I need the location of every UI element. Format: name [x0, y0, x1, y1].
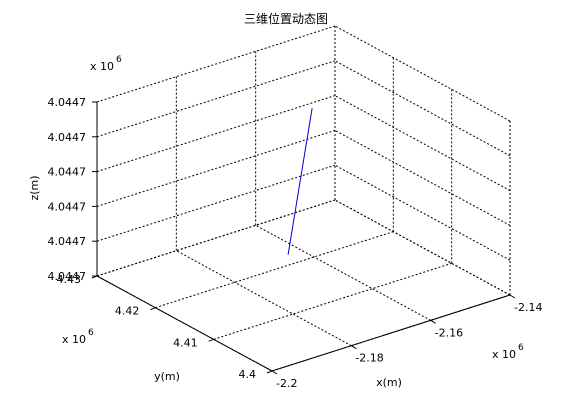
svg-text:x 10: x 10	[62, 333, 86, 346]
y-axis-line	[96, 275, 273, 372]
series-layer	[287, 108, 313, 255]
svg-text:6: 6	[518, 343, 524, 353]
y-exponent-label: x 10 6	[62, 328, 94, 346]
grid-line	[96, 199, 336, 277]
x-tick-label: -2.16	[435, 326, 463, 339]
z-exponent-label: x 10 6	[90, 55, 122, 73]
z-tick-label: 4.0447	[48, 166, 87, 179]
z-tick-label: 4.0447	[48, 235, 87, 248]
grid-line	[334, 95, 511, 192]
x-axis-line	[271, 294, 511, 372]
y-tick-label: 4.41	[173, 336, 198, 349]
grid-line	[334, 60, 511, 157]
grid-line	[213, 262, 452, 340]
z-tick-label: 4.0447	[48, 131, 87, 144]
x-tick-mark	[509, 294, 516, 299]
grid-line	[255, 224, 431, 321]
trajectory-line	[287, 108, 313, 255]
y-tick-label: 4.4	[239, 368, 257, 381]
svg-text:x 10: x 10	[90, 60, 114, 73]
grid-line	[96, 95, 336, 173]
svg-text:x 10: x 10	[492, 348, 516, 361]
grid-line	[96, 60, 336, 138]
grid-line	[334, 164, 511, 261]
grid-layer	[96, 25, 511, 372]
grid-line	[155, 231, 394, 309]
y-tick-mark	[150, 307, 156, 311]
z-tick-label: 4.0447	[48, 96, 87, 109]
x-axis-label: x(m)	[376, 376, 402, 389]
svg-text:6: 6	[116, 55, 122, 65]
z-tick-label: 4.0447	[48, 270, 87, 283]
svg-text:6: 6	[88, 328, 94, 338]
grid-line	[96, 164, 336, 242]
y-tick-label: 4.42	[115, 305, 140, 318]
y-axis-label: y(m)	[154, 370, 180, 383]
grid-line	[96, 129, 336, 207]
y-tick-mark	[266, 370, 273, 374]
x-tick-label: -2.18	[355, 352, 383, 365]
chart-title: 三维位置动态图	[244, 11, 328, 26]
x-tick-mark	[430, 319, 436, 324]
grid-line	[334, 199, 511, 296]
y-tick-label: 4.43	[57, 273, 82, 286]
z-tick-label: 4.0447	[48, 200, 87, 213]
svg-text:z(m): z(m)	[28, 175, 41, 200]
z-axis-label: z(m)	[28, 175, 41, 200]
x-exponent-label: x 10 6	[492, 343, 524, 361]
x-tick-label: -2.14	[514, 301, 542, 314]
y-tick-mark	[208, 338, 214, 342]
axes-layer: -2.2-2.18-2.16-2.144.44.414.424.434.0447…	[48, 96, 543, 390]
x-tick-mark	[351, 345, 357, 350]
x-tick-mark	[271, 370, 278, 375]
x-tick-label: -2.2	[276, 377, 297, 390]
grid-line	[176, 250, 352, 347]
grid-line	[96, 25, 336, 103]
grid-line	[334, 129, 511, 226]
grid-line	[334, 25, 511, 122]
